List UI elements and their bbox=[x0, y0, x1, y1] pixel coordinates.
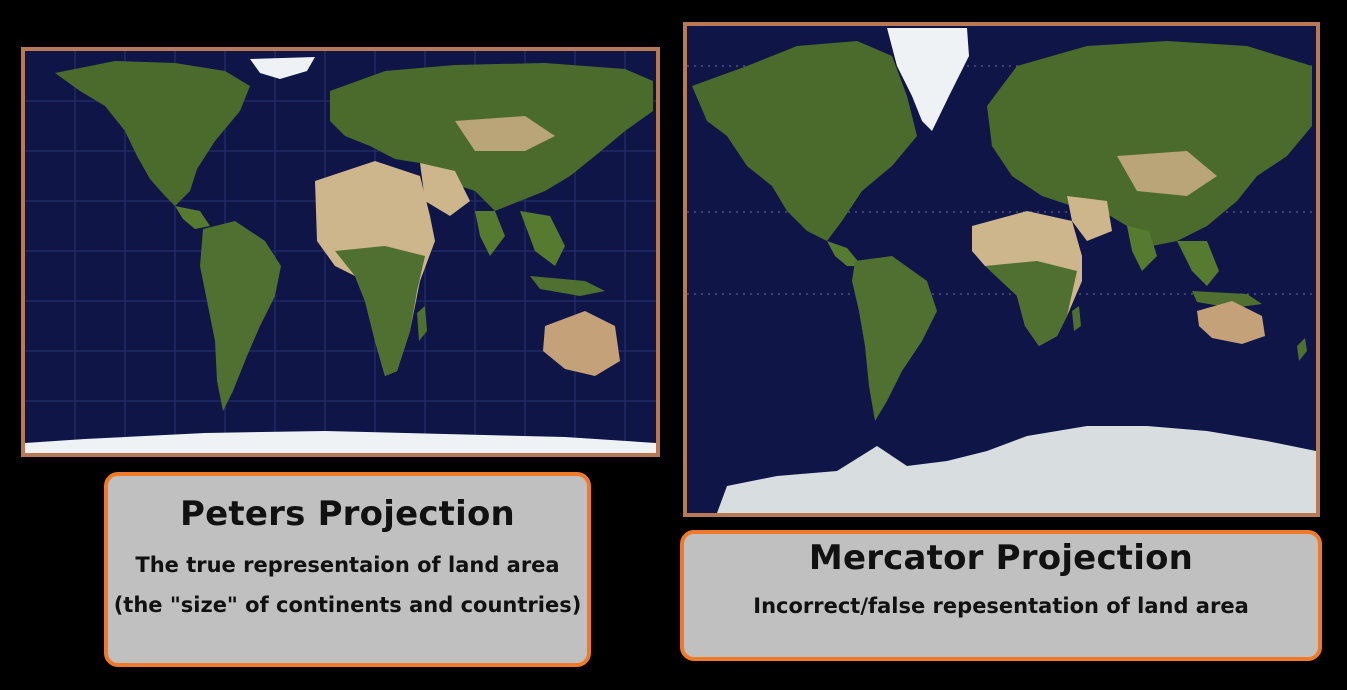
mercator-projection-map bbox=[683, 22, 1320, 517]
peters-map-image bbox=[25, 51, 656, 453]
mercator-description-line-1: Incorrect/false repesentation of land ar… bbox=[753, 594, 1249, 618]
peters-projection-map bbox=[21, 47, 660, 457]
mercator-title: Mercator Projection bbox=[808, 538, 1194, 578]
mercator-map-image bbox=[687, 26, 1316, 513]
mercator-caption-box: Mercator Projection Incorrect/false repe… bbox=[680, 530, 1322, 661]
peters-caption-box: Peters Projection The true representaion… bbox=[104, 472, 591, 667]
peters-description-line-1: The true representaion of land area bbox=[135, 553, 560, 577]
peters-description-line-2: (the "size" of continents and countries) bbox=[113, 593, 582, 617]
peters-title: Peters Projection bbox=[180, 494, 515, 534]
